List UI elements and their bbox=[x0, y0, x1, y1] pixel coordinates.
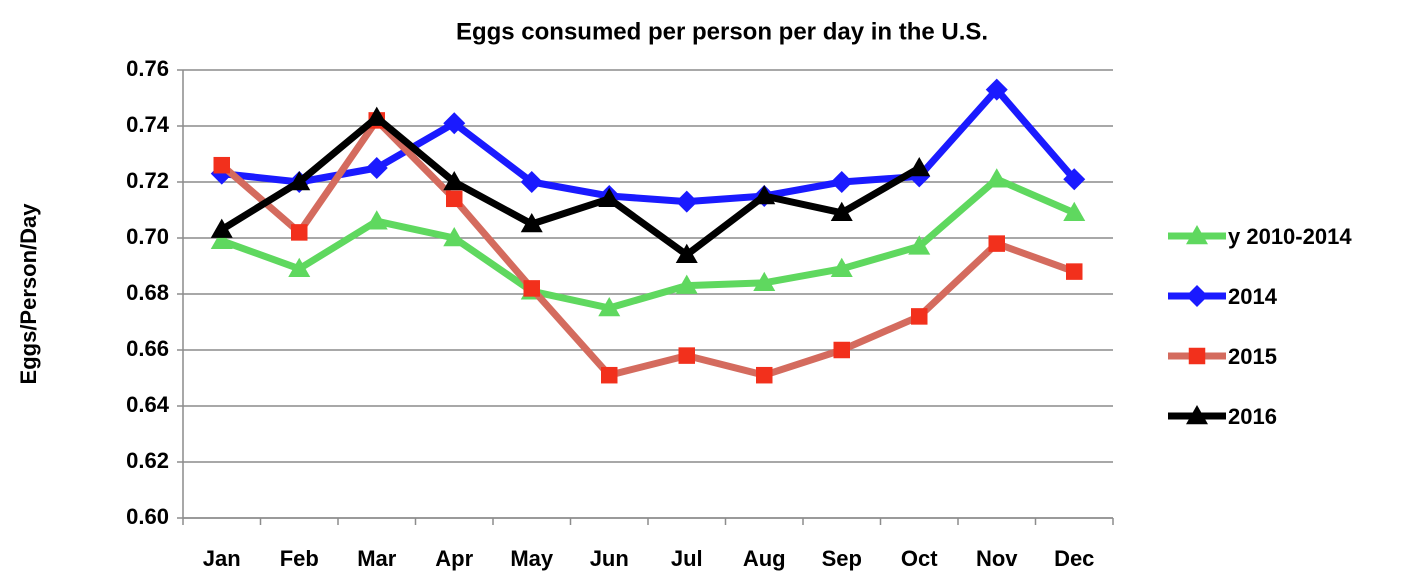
marker bbox=[830, 171, 853, 193]
marker bbox=[213, 156, 230, 174]
x-tick-label: Aug bbox=[743, 546, 786, 571]
marker bbox=[985, 78, 1008, 101]
marker bbox=[523, 280, 540, 297]
x-tick-label: Oct bbox=[901, 546, 938, 571]
marker bbox=[210, 229, 233, 250]
marker bbox=[1066, 263, 1083, 280]
y-tick-label: 0.68 bbox=[126, 280, 169, 305]
marker bbox=[753, 185, 776, 205]
marker bbox=[1188, 347, 1206, 365]
legend-label: 2016 bbox=[1228, 404, 1277, 429]
marker bbox=[1186, 405, 1208, 425]
marker bbox=[985, 168, 1008, 188]
marker bbox=[675, 243, 698, 264]
legend-label: y 2010-2014 bbox=[1228, 224, 1352, 249]
series-line bbox=[219, 114, 922, 259]
chart-title: Eggs consumed per person per day in the … bbox=[456, 18, 988, 45]
x-tick-label: Jul bbox=[671, 546, 703, 571]
marker bbox=[446, 190, 463, 208]
marker bbox=[1186, 225, 1208, 245]
x-tick-label: Jun bbox=[590, 546, 629, 571]
marker bbox=[601, 366, 618, 384]
y-axis-label: Eggs/Person/Day bbox=[16, 203, 41, 385]
y-tick-label: 0.72 bbox=[126, 168, 169, 193]
y-tick-label: 0.62 bbox=[126, 448, 169, 473]
marker bbox=[1186, 285, 1208, 307]
y-tick-label: 0.76 bbox=[126, 56, 169, 81]
marker bbox=[1063, 201, 1086, 222]
marker bbox=[1063, 168, 1086, 191]
y-tick-label: 0.66 bbox=[126, 336, 169, 361]
marker bbox=[288, 257, 311, 278]
x-tick-label: Mar bbox=[357, 546, 397, 571]
marker bbox=[520, 171, 543, 193]
x-tick-label: Dec bbox=[1054, 546, 1094, 571]
y-tick-label: 0.70 bbox=[126, 224, 169, 249]
marker bbox=[756, 366, 773, 384]
legend-label: 2014 bbox=[1228, 284, 1278, 309]
marker bbox=[675, 190, 698, 213]
marker bbox=[678, 347, 695, 364]
series-line bbox=[221, 86, 1077, 206]
marker bbox=[598, 187, 621, 208]
marker bbox=[365, 106, 388, 126]
marker bbox=[830, 257, 853, 278]
marker bbox=[753, 271, 776, 292]
marker bbox=[210, 218, 233, 238]
marker bbox=[908, 157, 931, 177]
y-tick-label: 0.64 bbox=[126, 392, 170, 417]
y-tick-label: 0.74 bbox=[126, 112, 170, 137]
marker bbox=[675, 274, 698, 294]
marker bbox=[365, 210, 388, 230]
marker bbox=[365, 157, 388, 179]
series-line bbox=[219, 116, 1076, 379]
x-tick-label: Feb bbox=[280, 546, 319, 571]
marker bbox=[833, 341, 850, 359]
series-line bbox=[220, 175, 1076, 312]
marker bbox=[911, 308, 928, 325]
y-tick-label: 0.60 bbox=[126, 504, 169, 529]
marker bbox=[908, 235, 931, 255]
marker bbox=[288, 171, 311, 191]
marker bbox=[291, 224, 308, 241]
marker bbox=[520, 213, 543, 233]
marker bbox=[830, 201, 853, 222]
marker bbox=[443, 227, 466, 247]
x-tick-label: Nov bbox=[976, 546, 1018, 571]
x-tick-label: Apr bbox=[435, 546, 473, 571]
legend-label: 2015 bbox=[1228, 344, 1277, 369]
marker bbox=[443, 112, 466, 135]
x-tick-label: Sep bbox=[822, 546, 862, 571]
marker bbox=[988, 235, 1005, 252]
marker bbox=[598, 297, 621, 317]
marker bbox=[443, 171, 466, 191]
x-tick-label: Jan bbox=[203, 546, 241, 571]
x-tick-label: May bbox=[510, 546, 554, 571]
